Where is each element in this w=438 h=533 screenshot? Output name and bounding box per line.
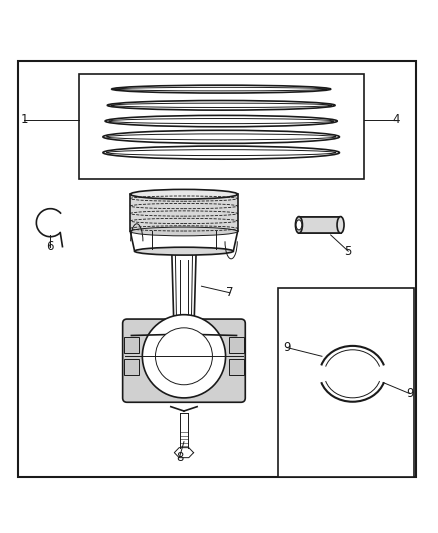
Ellipse shape	[105, 115, 337, 127]
Bar	[131, 194, 237, 231]
Text: 5: 5	[345, 245, 352, 257]
Circle shape	[155, 328, 212, 385]
Ellipse shape	[295, 216, 303, 233]
Circle shape	[142, 314, 226, 398]
Ellipse shape	[337, 216, 344, 233]
Text: 7: 7	[226, 286, 234, 300]
Bar	[124, 359, 139, 375]
Text: 9: 9	[406, 387, 413, 400]
Ellipse shape	[107, 101, 335, 110]
Bar	[278, 288, 414, 477]
Ellipse shape	[130, 227, 237, 236]
Text: 9: 9	[283, 341, 291, 354]
Ellipse shape	[130, 189, 237, 199]
Text: 1: 1	[20, 114, 28, 126]
Text: 8: 8	[176, 450, 183, 464]
Bar	[229, 359, 244, 375]
Ellipse shape	[296, 220, 302, 230]
Bar	[124, 337, 139, 353]
Text: 4: 4	[392, 114, 400, 126]
Ellipse shape	[112, 85, 331, 93]
Ellipse shape	[134, 247, 233, 255]
Text: 6: 6	[46, 240, 54, 253]
Bar	[229, 337, 244, 353]
FancyBboxPatch shape	[123, 319, 245, 402]
Ellipse shape	[103, 146, 339, 159]
Bar	[299, 216, 340, 233]
Ellipse shape	[103, 130, 339, 143]
Bar	[79, 74, 364, 179]
